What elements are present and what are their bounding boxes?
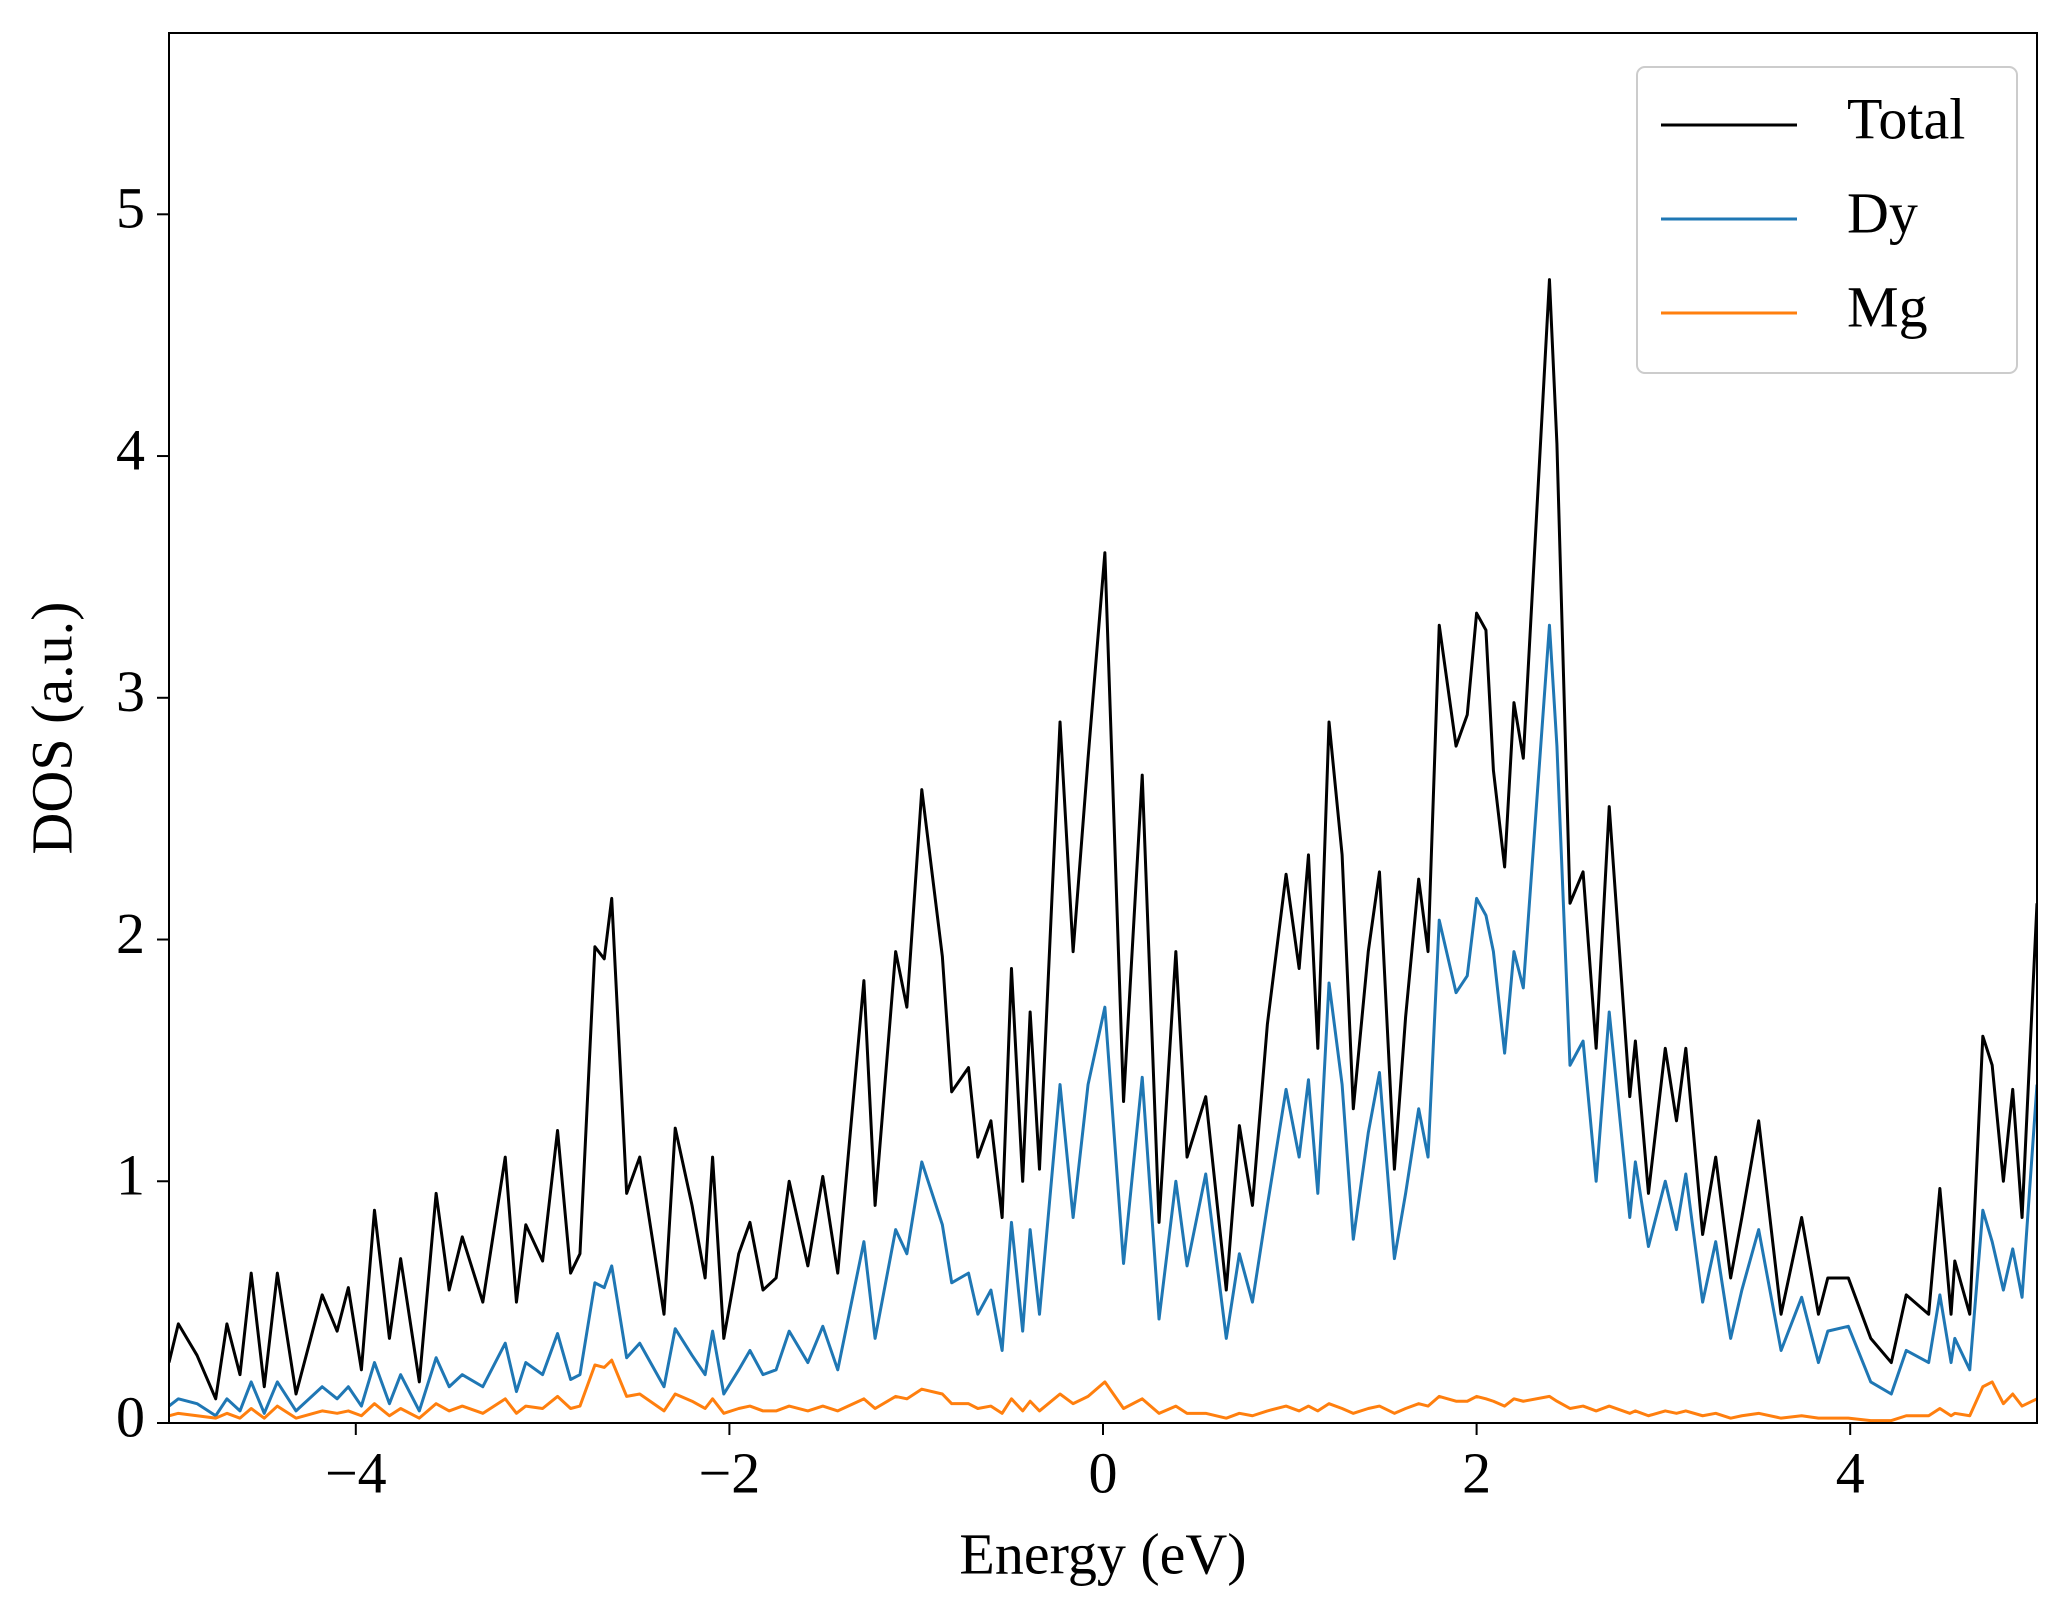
y-tick-label: 0 xyxy=(116,1384,145,1449)
y-tick-label: 5 xyxy=(116,176,145,241)
series-line xyxy=(169,1358,2037,1423)
legend-box xyxy=(1636,66,2018,374)
x-tick-label: 4 xyxy=(1836,1440,1865,1505)
x-tick-label: −2 xyxy=(699,1440,761,1505)
y-tick-label: 4 xyxy=(116,417,145,482)
y-tick-label: 2 xyxy=(116,901,145,966)
series-line xyxy=(169,278,2037,1401)
series-line xyxy=(169,623,2037,1418)
y-tick-label: 3 xyxy=(116,659,145,724)
y-tick-label: 1 xyxy=(116,1143,145,1208)
legend-label: Dy xyxy=(1847,180,1918,245)
plot-frame xyxy=(168,32,2038,1424)
x-tick-label: −4 xyxy=(325,1440,387,1505)
x-tick-label: 2 xyxy=(1462,1440,1491,1505)
legend-label: Mg xyxy=(1847,274,1928,339)
legend-label: Total xyxy=(1847,86,1965,151)
x-tick-label: 0 xyxy=(1089,1440,1118,1505)
x-axis-label: Energy (eV) xyxy=(959,1521,1246,1586)
y-axis-label: DOS (a.u.) xyxy=(19,602,84,855)
